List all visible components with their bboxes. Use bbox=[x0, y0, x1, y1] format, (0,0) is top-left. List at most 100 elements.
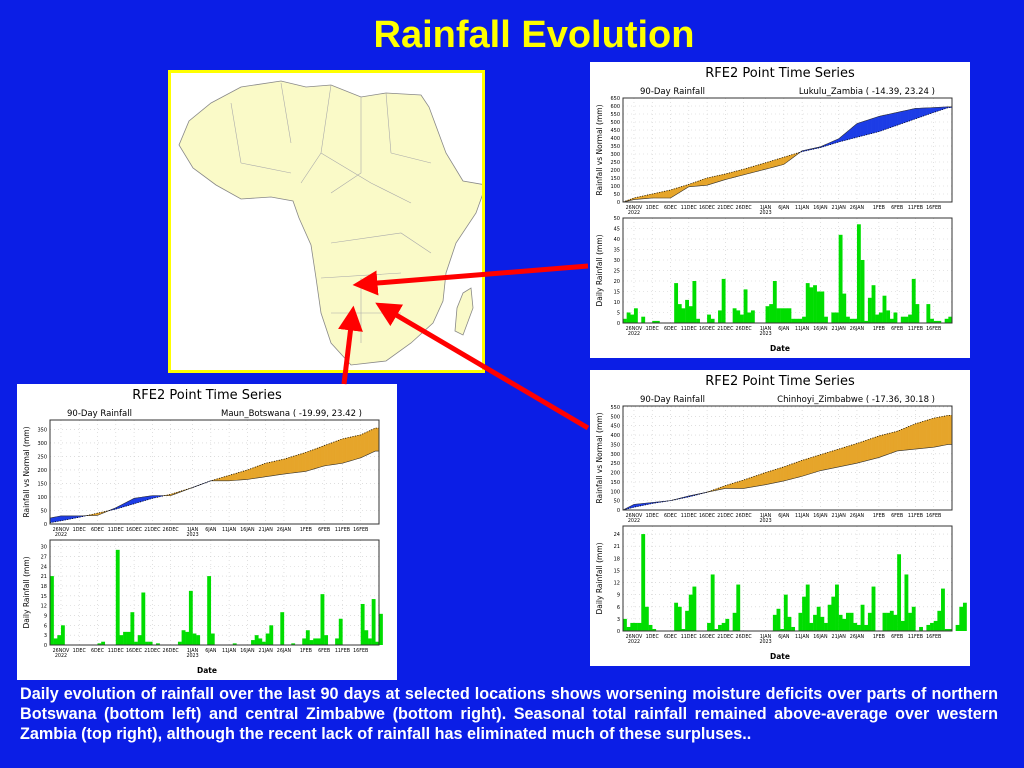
x-axis-label: Date bbox=[197, 666, 217, 675]
daily-rainfall-bar bbox=[776, 608, 781, 631]
x-tick-label: 16DEC bbox=[126, 527, 143, 533]
x-tick-label: 11FEB bbox=[908, 513, 923, 519]
deficit-area-segment bbox=[728, 483, 733, 489]
y-tick-label: 100 bbox=[610, 489, 620, 495]
x-tick-label: 1FEB bbox=[873, 326, 885, 332]
y-tick-label: 500 bbox=[610, 414, 620, 420]
plot-frame bbox=[622, 525, 953, 632]
y-tick-label: 400 bbox=[610, 136, 620, 142]
actual-rainfall-line bbox=[622, 106, 952, 203]
x-tick-label: 11DEC bbox=[681, 513, 698, 519]
x-tick-label: 6JAN bbox=[778, 326, 790, 332]
y-axis-label: Daily Rainfall (mm) bbox=[595, 542, 604, 614]
y-tick-label: 400 bbox=[610, 433, 620, 439]
x-tick-label: 1FEB bbox=[873, 634, 885, 640]
daily-rainfall-bar bbox=[732, 612, 737, 631]
daily-rainfall-bar bbox=[207, 576, 212, 645]
x-tick-label: 11DEC bbox=[108, 648, 125, 654]
y-tick-label: 450 bbox=[610, 424, 620, 430]
x-tick-label: 11DEC bbox=[108, 527, 125, 533]
deficit-area-segment bbox=[364, 431, 369, 457]
x-tick-label: 11JAN bbox=[222, 648, 237, 654]
daily-rainfall-bar bbox=[937, 320, 942, 323]
y-tick-label: 6 bbox=[44, 623, 47, 629]
daily-rainfall-bar bbox=[251, 640, 255, 645]
y-tick-label: 24 bbox=[41, 564, 47, 570]
deficit-area-segment bbox=[765, 161, 770, 170]
deficit-area-segment bbox=[944, 415, 949, 446]
x-tick-label: 1DEC bbox=[646, 326, 660, 332]
daily-rainfall-bar bbox=[156, 643, 160, 645]
daily-rainfall-bar bbox=[364, 630, 369, 645]
deficit-area-segment bbox=[827, 451, 832, 470]
deficit-area-segment bbox=[750, 475, 755, 488]
deficit-area-segment bbox=[772, 468, 777, 484]
daily-rainfall-bar bbox=[867, 297, 872, 323]
y-tick-label: 550 bbox=[610, 112, 620, 118]
x-tick-year: 2022 bbox=[55, 532, 67, 538]
x-tick-label: 6JAN bbox=[778, 634, 790, 640]
daily-rainfall-bar bbox=[714, 628, 719, 631]
daily-rainfall-bar bbox=[856, 224, 861, 323]
actual-rainfall-line bbox=[49, 450, 379, 519]
deficit-area-segment bbox=[812, 455, 817, 474]
x-tick-label: 11DEC bbox=[681, 634, 698, 640]
x-tick-label: 16DEC bbox=[699, 634, 716, 640]
daily-rainfall-bar bbox=[780, 628, 785, 631]
x-tick-label: 6JAN bbox=[778, 205, 790, 211]
x-tick-label: 21JAN bbox=[259, 648, 274, 654]
x-tick-label: 21JAN bbox=[832, 205, 847, 211]
x-tick-label: 6FEB bbox=[891, 634, 903, 640]
y-tick-label: 12 bbox=[41, 604, 47, 610]
x-tick-label: 21DEC bbox=[144, 648, 161, 654]
daily-rainfall-bar bbox=[908, 314, 912, 323]
deficit-area-segment bbox=[272, 460, 277, 476]
daily-rainfall-bar bbox=[926, 304, 931, 323]
x-tick-label: 11JAN bbox=[795, 326, 810, 332]
x-tick-label: 1JAN bbox=[760, 634, 772, 640]
y-tick-label: 200 bbox=[610, 168, 620, 174]
daily-rainfall-bar bbox=[630, 622, 635, 631]
deficit-area-segment bbox=[371, 427, 376, 454]
daily-rainfall-bar bbox=[626, 626, 631, 631]
x-tick-label: 26NOV bbox=[53, 648, 70, 654]
deficit-area-segment bbox=[798, 460, 803, 478]
y-tick-label: 650 bbox=[610, 96, 620, 102]
daily-rainfall-bar bbox=[908, 612, 912, 631]
deficit-area-segment bbox=[853, 443, 858, 465]
y-tick-label: 0 bbox=[617, 200, 620, 206]
deficit-area-segment bbox=[243, 469, 248, 480]
x-tick-year: 2022 bbox=[628, 331, 640, 337]
x-tick-label: 21DEC bbox=[717, 634, 734, 640]
daily-rainfall-bar bbox=[119, 635, 124, 645]
deficit-area-segment bbox=[367, 429, 372, 455]
y-axis-label: Rainfall vs Normal (mm) bbox=[595, 104, 604, 195]
daily-rainfall-bar bbox=[944, 318, 949, 323]
daily-rainfall-bar bbox=[802, 316, 806, 323]
daily-rainfall-bar bbox=[681, 308, 686, 323]
y-tick-label: 50 bbox=[41, 508, 47, 514]
surplus-area-segment bbox=[907, 108, 912, 122]
x-tick-label: 16DEC bbox=[699, 513, 716, 519]
x-tick-label: 21DEC bbox=[717, 205, 734, 211]
daily-rainfall-bar bbox=[831, 596, 836, 631]
daily-rainfall-bar bbox=[824, 622, 828, 631]
deficit-area-segment bbox=[860, 440, 865, 463]
deficit-area-segment bbox=[765, 471, 770, 485]
y-tick-label: 15 bbox=[614, 290, 620, 296]
daily-rainfall-bar bbox=[655, 320, 660, 323]
surplus-area-segment bbox=[900, 110, 905, 125]
daily-rainfall-bar bbox=[948, 628, 953, 631]
daily-rainfall-bar bbox=[842, 293, 847, 323]
y-tick-label: 35 bbox=[614, 248, 620, 254]
daily-rainfall-bar bbox=[379, 613, 383, 645]
y-tick-label: 300 bbox=[610, 452, 620, 458]
chart-location: Chinhoyi_Zimbabwe ( -17.36, 30.18 ) bbox=[777, 395, 935, 405]
daily-rainfall-bar bbox=[889, 318, 894, 323]
daily-rainfall-bar bbox=[959, 606, 964, 631]
y-tick-label: 21 bbox=[41, 574, 47, 580]
daily-rainfall-bar bbox=[798, 318, 803, 323]
y-axis-label: Rainfall vs Normal (mm) bbox=[22, 426, 31, 517]
daily-rainfall-bar bbox=[824, 316, 828, 323]
x-tick-year: 2023 bbox=[759, 331, 771, 337]
